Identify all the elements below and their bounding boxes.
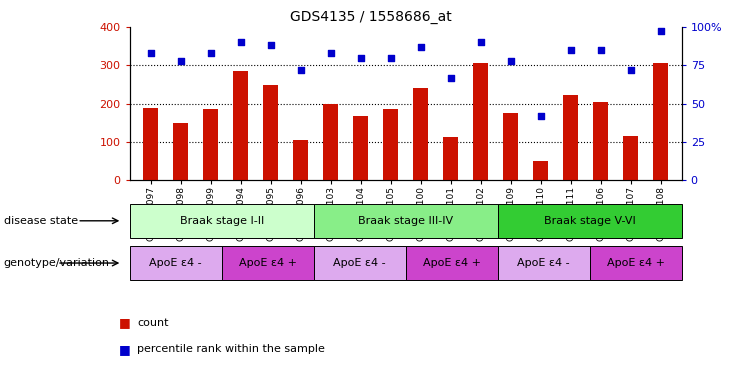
- Point: [235, 39, 247, 45]
- Bar: [323, 104, 338, 180]
- Text: ■: ■: [119, 343, 130, 356]
- Bar: [353, 116, 368, 180]
- Point: [655, 28, 667, 35]
- Text: GDS4135 / 1558686_at: GDS4135 / 1558686_at: [290, 10, 451, 23]
- Point: [325, 50, 336, 56]
- Bar: [130, 246, 222, 280]
- Text: Braak stage III-IV: Braak stage III-IV: [358, 216, 453, 226]
- Point: [475, 39, 487, 45]
- Bar: [498, 246, 590, 280]
- Point: [295, 67, 307, 73]
- Text: Braak stage I-II: Braak stage I-II: [179, 216, 264, 226]
- Bar: [534, 161, 548, 180]
- Bar: [590, 246, 682, 280]
- Bar: [406, 246, 498, 280]
- Bar: [623, 136, 638, 180]
- Bar: [203, 109, 218, 180]
- Bar: [413, 88, 428, 180]
- Text: ApoE ε4 +: ApoE ε4 +: [607, 258, 665, 268]
- Point: [265, 42, 276, 48]
- Text: percentile rank within the sample: percentile rank within the sample: [137, 344, 325, 354]
- Text: disease state: disease state: [4, 216, 78, 226]
- Point: [415, 44, 427, 50]
- Text: ApoE ε4 -: ApoE ε4 -: [150, 258, 202, 268]
- Text: count: count: [137, 318, 169, 328]
- Bar: [222, 246, 313, 280]
- Point: [565, 47, 576, 53]
- Bar: [313, 204, 498, 238]
- Text: Braak stage V-VI: Braak stage V-VI: [544, 216, 636, 226]
- Bar: [293, 140, 308, 180]
- Bar: [594, 102, 608, 180]
- Bar: [498, 204, 682, 238]
- Point: [505, 58, 516, 64]
- Point: [445, 74, 456, 81]
- Bar: [503, 113, 518, 180]
- Text: ■: ■: [119, 316, 130, 329]
- Bar: [233, 71, 248, 180]
- Text: ApoE ε4 -: ApoE ε4 -: [333, 258, 386, 268]
- Point: [175, 58, 187, 64]
- Bar: [263, 85, 278, 180]
- Bar: [383, 109, 398, 180]
- Bar: [313, 246, 406, 280]
- Bar: [473, 63, 488, 180]
- Bar: [654, 63, 668, 180]
- Bar: [130, 204, 313, 238]
- Bar: [173, 123, 188, 180]
- Point: [535, 113, 547, 119]
- Point: [595, 47, 607, 53]
- Text: ApoE ε4 +: ApoE ε4 +: [422, 258, 481, 268]
- Point: [144, 50, 156, 56]
- Text: ApoE ε4 +: ApoE ε4 +: [239, 258, 296, 268]
- Bar: [143, 108, 158, 180]
- Point: [625, 67, 637, 73]
- Text: genotype/variation: genotype/variation: [4, 258, 110, 268]
- Point: [385, 55, 396, 61]
- Bar: [443, 137, 458, 180]
- Point: [205, 50, 216, 56]
- Text: ApoE ε4 -: ApoE ε4 -: [517, 258, 570, 268]
- Point: [355, 55, 367, 61]
- Bar: [563, 95, 578, 180]
